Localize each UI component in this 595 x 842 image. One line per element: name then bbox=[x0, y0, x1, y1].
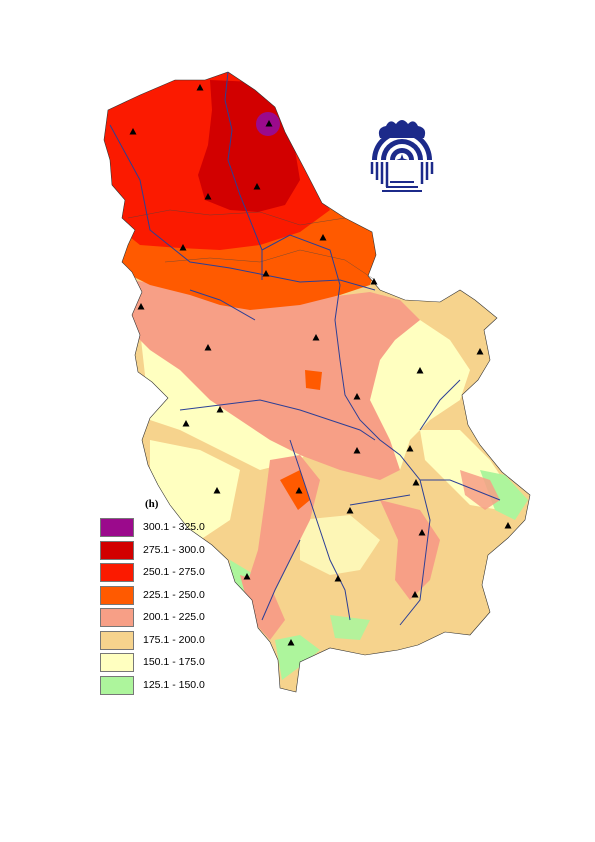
station-triangle-icon bbox=[353, 447, 361, 454]
legend-label: 275.1 - 300.0 bbox=[143, 543, 205, 556]
legend-swatch bbox=[100, 675, 134, 695]
legend-label: 125.1 - 150.0 bbox=[143, 678, 205, 691]
legend-label: 175.1 - 200.0 bbox=[143, 633, 205, 646]
station-triangle-icon bbox=[137, 303, 145, 310]
legend-item: 275.1 - 300.0 bbox=[100, 540, 230, 563]
legend-title: (h) bbox=[145, 498, 159, 510]
station-triangle-icon bbox=[416, 367, 424, 374]
station-triangle-icon bbox=[334, 575, 342, 582]
legend-swatch bbox=[100, 585, 134, 605]
rivers bbox=[109, 71, 501, 626]
station-triangle-icon bbox=[353, 393, 361, 400]
legend-item: 175.1 - 200.0 bbox=[100, 630, 230, 653]
legend-label: 225.1 - 250.0 bbox=[143, 588, 205, 601]
station-triangle-icon bbox=[213, 487, 221, 494]
legend-swatch bbox=[100, 653, 134, 672]
station-triangle-icon bbox=[204, 344, 212, 351]
station-triangle-icon bbox=[370, 278, 378, 285]
legend-label: 300.1 - 325.0 bbox=[143, 521, 205, 533]
station-triangle-icon bbox=[129, 128, 137, 135]
station-triangle-icon bbox=[418, 529, 426, 536]
station-triangle-icon bbox=[182, 420, 190, 427]
legend-label: 200.1 - 225.0 bbox=[143, 611, 205, 623]
legend-item: 225.1 - 250.0 bbox=[100, 585, 230, 608]
station-triangle-icon bbox=[319, 234, 327, 241]
stations bbox=[129, 84, 512, 646]
station-triangle-icon bbox=[216, 406, 224, 413]
legend-label: 250.1 - 275.0 bbox=[143, 566, 205, 578]
station-triangle-icon bbox=[196, 84, 204, 91]
station-triangle-icon bbox=[406, 445, 414, 452]
station-triangle-icon bbox=[504, 522, 512, 529]
station-triangle-icon bbox=[204, 193, 212, 200]
station-triangle-icon bbox=[476, 348, 484, 355]
station-triangle-icon bbox=[265, 120, 273, 127]
station-triangle-icon bbox=[262, 270, 270, 277]
station-triangle-icon bbox=[412, 479, 420, 486]
station-triangle-icon bbox=[411, 591, 419, 598]
legend-item: 250.1 - 275.0 bbox=[100, 563, 230, 585]
legend-item: 300.1 - 325.0 bbox=[100, 518, 230, 540]
station-triangle-icon bbox=[312, 334, 320, 341]
legend-label: 150.1 - 175.0 bbox=[143, 656, 205, 668]
station-triangle-icon bbox=[287, 639, 295, 646]
legend-item: 150.1 - 175.0 bbox=[100, 653, 230, 675]
legend-swatch bbox=[100, 563, 134, 582]
legend-swatch bbox=[100, 630, 134, 650]
institution-logo bbox=[370, 120, 434, 194]
station-triangle-icon bbox=[346, 507, 354, 514]
legend-item: 200.1 - 225.0 bbox=[100, 608, 230, 630]
legend-swatch bbox=[100, 608, 134, 627]
station-triangle-icon bbox=[179, 244, 187, 251]
station-triangle-icon bbox=[253, 183, 261, 190]
station-triangle-icon bbox=[243, 573, 251, 580]
legend-item: 125.1 - 150.0 bbox=[100, 675, 230, 698]
station-triangle-icon bbox=[295, 487, 303, 494]
legend-swatch bbox=[100, 540, 134, 560]
legend-swatch bbox=[100, 518, 134, 537]
